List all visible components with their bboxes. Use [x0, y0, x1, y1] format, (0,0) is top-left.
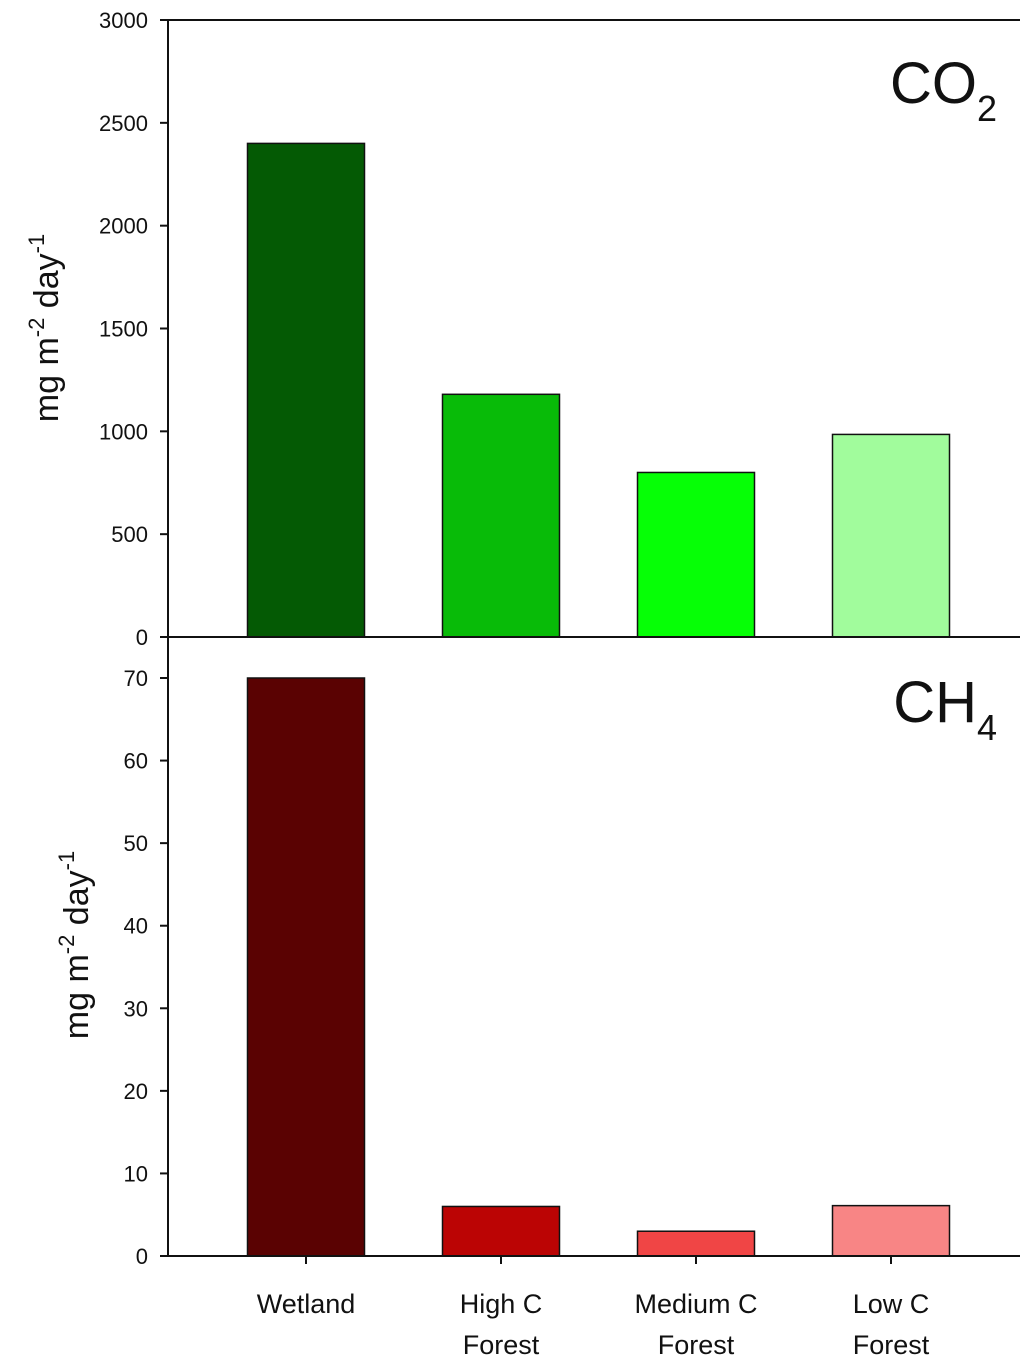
y-tick-label: 2500 [99, 111, 148, 136]
bar-medium-c-forest [636, 471, 756, 638]
x-category-label: High C Forest [460, 1289, 543, 1360]
bar-medium-c-forest [636, 1230, 756, 1257]
y-tick-label: 20 [124, 1079, 148, 1104]
bar-high-c-forest [441, 393, 561, 638]
bar-high-c-forest [441, 1205, 561, 1257]
y-tick-label: 500 [111, 522, 148, 547]
bar-wetland [246, 677, 366, 1257]
bar-low-c-forest [831, 433, 951, 638]
y-tick-label: 2000 [99, 214, 148, 239]
x-category-label: Medium C Forest [634, 1289, 757, 1360]
bar-low-c-forest [831, 1204, 951, 1257]
y-axis-label: mg m-2 day-1 [24, 234, 66, 422]
y-tick-label: 10 [124, 1161, 148, 1186]
y-tick-label: 0 [136, 1244, 148, 1269]
y-axis-label: mg m-2 day-1 [54, 851, 96, 1039]
bar-wetland [246, 142, 366, 638]
y-tick-label: 1000 [99, 419, 148, 444]
panel-title: CO2 [890, 51, 997, 129]
y-tick-label: 1500 [99, 317, 148, 342]
y-tick-label: 40 [124, 914, 148, 939]
y-tick-label: 30 [124, 996, 148, 1021]
x-category-label: Low C Forest [853, 1289, 930, 1360]
y-tick-label: 0 [136, 625, 148, 650]
y-tick-label: 60 [124, 749, 148, 774]
panel-1: 0 10 20 30 40 50 60 70 CH4 mg m-2 day-1 [54, 637, 997, 1269]
y-tick-label: 70 [124, 666, 148, 691]
panel-title: CH4 [893, 670, 997, 748]
x-category-label: Wetland [257, 1289, 356, 1319]
y-tick-label: 50 [124, 831, 148, 856]
panel-0: 0 500 1000 1500 2000 2500 3000 CO2 mg m-2 day-1 [24, 8, 997, 650]
y-tick-label: 3000 [99, 8, 148, 33]
